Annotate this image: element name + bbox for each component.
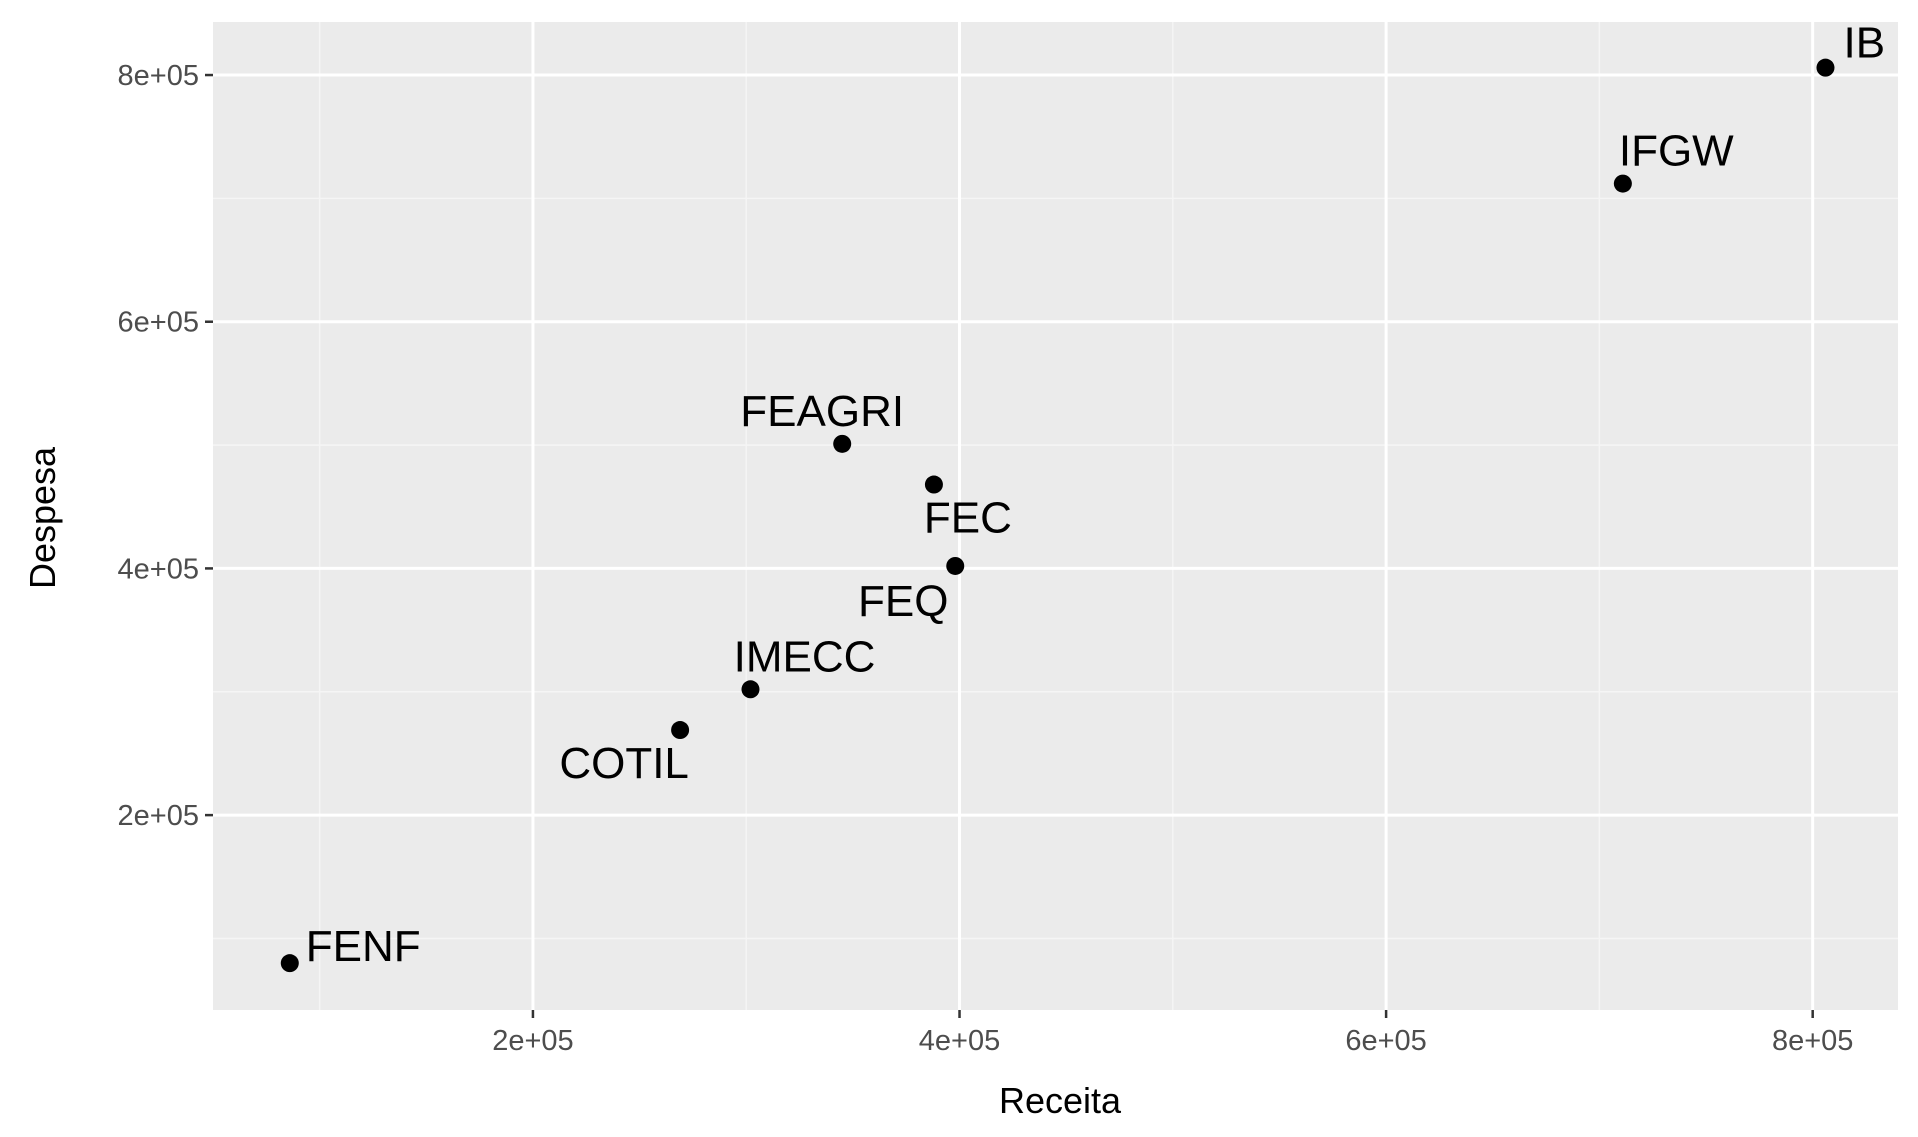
point-label-fenf: FENF	[306, 922, 421, 971]
point-label-imecc: IMECC	[734, 632, 876, 681]
axis-ticks: 2e+05 4e+05 6e+05 8e+05 2e+05 4e+05 6e+05 8e+05	[118, 60, 1854, 1057]
data-point-feq	[946, 556, 965, 575]
y-tick-label: 4e+05	[118, 553, 199, 585]
point-labels: IB IFGW FEAGRI FEC FEQ IMECC COTIL FENF	[306, 19, 1885, 971]
point-label-cotil: COTIL	[559, 739, 689, 788]
minor-gridlines	[213, 22, 1898, 1010]
point-label-feq: FEQ	[858, 577, 948, 626]
data-point-fenf	[280, 954, 299, 973]
y-tick-label: 6e+05	[118, 307, 199, 339]
data-points	[280, 58, 1835, 973]
data-point-imecc	[741, 680, 760, 699]
y-tick-label: 8e+05	[118, 60, 199, 92]
data-point-ifgw	[1613, 174, 1632, 193]
point-label-ib: IB	[1843, 19, 1885, 68]
x-tick-label: 4e+05	[919, 1025, 1000, 1057]
y-axis-title: Despesa	[22, 446, 63, 589]
x-tick-label: 6e+05	[1345, 1025, 1426, 1057]
data-point-cotil	[671, 721, 690, 740]
data-point-fec	[924, 475, 943, 494]
data-point-feagri	[833, 434, 852, 453]
point-label-fec: FEC	[924, 494, 1012, 543]
data-point-ib	[1816, 58, 1835, 77]
major-gridlines	[213, 22, 1898, 1010]
x-tick-label: 8e+05	[1772, 1025, 1853, 1057]
point-label-ifgw: IFGW	[1619, 127, 1734, 176]
x-tick-label: 2e+05	[492, 1025, 573, 1057]
x-axis-title: Receita	[999, 1080, 1122, 1121]
point-label-feagri: FEAGRI	[740, 387, 904, 436]
y-tick-label: 2e+05	[118, 800, 199, 832]
